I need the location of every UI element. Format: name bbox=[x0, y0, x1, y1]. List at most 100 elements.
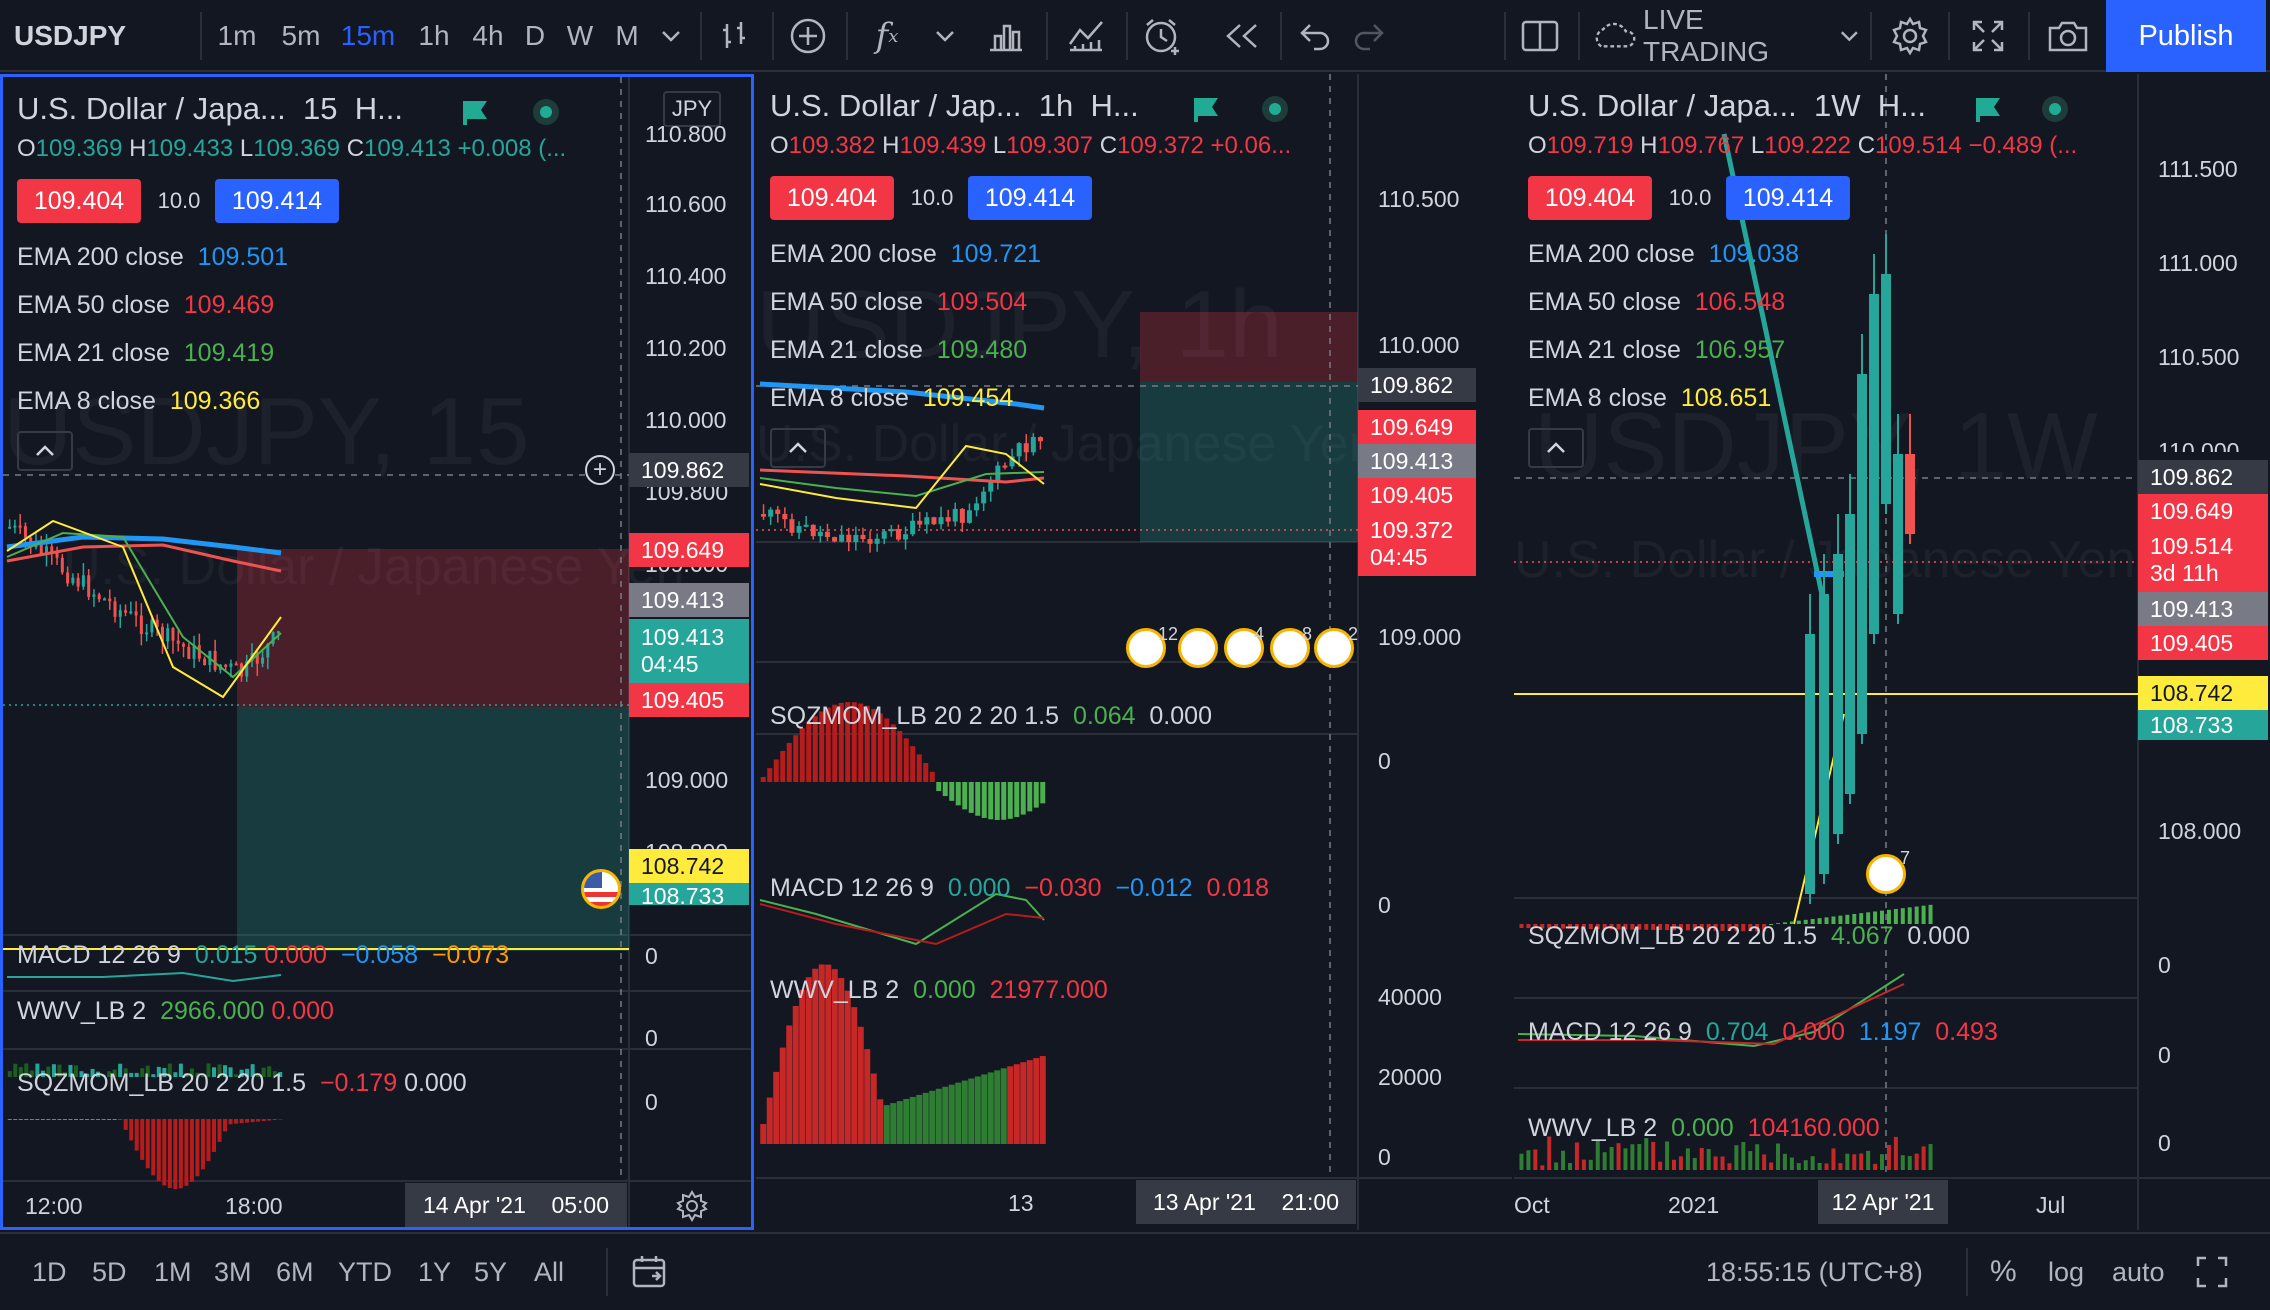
sell-button[interactable]: 109.404 bbox=[1528, 176, 1652, 220]
ema-21-legend[interactable]: EMA 21 close 109.480 bbox=[770, 336, 1028, 364]
flag-icon[interactable] bbox=[1974, 96, 2004, 122]
range-1y[interactable]: 1Y bbox=[418, 1256, 452, 1287]
chart-canvas-1w[interactable] bbox=[1514, 74, 2270, 1230]
range-ytd[interactable]: YTD bbox=[338, 1256, 392, 1287]
alert-clock-icon[interactable] bbox=[1134, 0, 1190, 72]
range-1m[interactable]: 1M bbox=[154, 1256, 192, 1287]
interval-w[interactable]: W bbox=[566, 20, 594, 51]
ema-8-legend[interactable]: EMA 8 close 108.651 bbox=[1528, 384, 1772, 412]
interval-d[interactable]: D bbox=[524, 20, 546, 51]
buy-button[interactable]: 109.414 bbox=[968, 176, 1092, 220]
sell-button[interactable]: 109.404 bbox=[17, 179, 141, 223]
us-flag-event-icon[interactable] bbox=[581, 869, 621, 909]
economic-events-icon[interactable]: 12 4 8 2 bbox=[1126, 624, 1358, 668]
auto-toggle[interactable]: auto bbox=[2112, 1256, 2165, 1287]
interval-1m[interactable]: 1m bbox=[217, 20, 257, 51]
ema-21-legend[interactable]: EMA 21 close 106.957 bbox=[1528, 336, 1786, 364]
wwv-bar bbox=[1741, 1142, 1746, 1170]
chevron-down-icon[interactable] bbox=[930, 0, 960, 72]
wwv-legend[interactable]: WWV_LB 2 2966.000 0.000 bbox=[17, 997, 334, 1025]
currency-label[interactable]: JPY bbox=[663, 91, 721, 127]
percent-toggle[interactable]: % bbox=[1990, 1255, 2017, 1288]
ema-200-legend[interactable]: EMA 200 close 109.501 bbox=[17, 243, 289, 271]
ema-8-legend[interactable]: EMA 8 close 109.454 bbox=[770, 384, 1014, 412]
replay-icon[interactable] bbox=[1214, 0, 1270, 72]
financials-icon[interactable] bbox=[978, 0, 1034, 72]
wwv-bar bbox=[1880, 1154, 1884, 1170]
templates-icon[interactable] bbox=[1058, 0, 1114, 72]
chart-panel-1h[interactable]: USDJPY, 1h U.S. Dollar / Japanese Yen U.… bbox=[756, 74, 1512, 1230]
ema-21-legend[interactable]: EMA 21 close 109.419 bbox=[17, 339, 275, 367]
live-trading-button[interactable]: LIVE TRADING bbox=[1590, 0, 1860, 72]
date-range-calendar-icon[interactable] bbox=[630, 1234, 670, 1310]
buy-button[interactable]: 109.414 bbox=[215, 179, 339, 223]
symbol-search[interactable]: USDJPY bbox=[14, 20, 127, 51]
flag-icon[interactable] bbox=[1192, 96, 1222, 122]
collapse-legend-button[interactable] bbox=[770, 428, 826, 468]
ema-50-legend[interactable]: EMA 50 close 109.504 bbox=[770, 288, 1028, 316]
settings-gear-icon[interactable] bbox=[1882, 0, 1938, 72]
range-5d[interactable]: 5D bbox=[92, 1256, 127, 1287]
ema-200-legend[interactable]: EMA 200 close 109.038 bbox=[1528, 240, 1800, 268]
crosshair-plus-icon[interactable]: + bbox=[585, 455, 615, 485]
buy-button[interactable]: 109.414 bbox=[1726, 176, 1850, 220]
log-toggle[interactable]: log bbox=[2048, 1256, 2085, 1287]
undo-icon[interactable] bbox=[1290, 0, 1340, 72]
range-5y[interactable]: 5Y bbox=[474, 1256, 508, 1287]
flag-icon[interactable] bbox=[461, 99, 491, 125]
collapse-legend-button[interactable] bbox=[17, 431, 73, 471]
interval-1h[interactable]: 1h bbox=[418, 20, 450, 51]
divider bbox=[846, 12, 848, 60]
interval-15m[interactable]: 15m bbox=[340, 20, 396, 51]
macd-legend[interactable]: MACD 12 26 9 0.000 −0.030 −0.012 0.018 bbox=[770, 874, 1270, 902]
us-flag-event-icon[interactable] bbox=[1866, 854, 1906, 894]
fullscreen-icon[interactable] bbox=[1960, 0, 2016, 72]
sqzmom-legend[interactable]: SQZMOM_LB 20 2 20 1.5 −0.179 0.000 bbox=[17, 1069, 467, 1097]
chart-canvas-1h[interactable] bbox=[756, 74, 1512, 1230]
wwv-legend[interactable]: WWV_LB 2 0.000 21977.000 bbox=[770, 976, 1108, 1004]
chart-panel-1w[interactable]: USDJPY, 1W U.S. Dollar / Japanese Yen U.… bbox=[1514, 74, 2270, 1230]
maximize-icon[interactable] bbox=[2194, 1234, 2230, 1310]
interval-m[interactable]: M bbox=[615, 20, 639, 51]
range-3m[interactable]: 3M bbox=[214, 1256, 252, 1287]
sqzmom-legend[interactable]: SQZMOM_LB 20 2 20 1.5 0.064 0.000 bbox=[770, 702, 1212, 730]
sqzmom-bar bbox=[890, 724, 896, 782]
wwv-bar bbox=[140, 1068, 145, 1077]
time-axis-label: Jul bbox=[2036, 1192, 2066, 1218]
macd-legend[interactable]: MACD 12 26 9 0.015 0.000 −0.058 −0.073 bbox=[17, 941, 510, 969]
macd-legend[interactable]: MACD 12 26 9 0.704 0.000 1.197 0.493 bbox=[1528, 1018, 1998, 1046]
sell-button[interactable]: 109.404 bbox=[770, 176, 894, 220]
sqzmom-bar bbox=[884, 718, 890, 782]
range-6m[interactable]: 6M bbox=[276, 1256, 314, 1287]
chart-settings-gear-icon[interactable] bbox=[675, 1189, 709, 1223]
range-all[interactable]: All bbox=[534, 1256, 565, 1287]
publish-button[interactable]: Publish bbox=[2106, 0, 2266, 72]
ema-200-legend[interactable]: EMA 200 close 109.721 bbox=[770, 240, 1042, 268]
wwv-bar bbox=[40, 1070, 45, 1077]
wwv-legend[interactable]: WWV_LB 2 0.000 104160.000 bbox=[1528, 1114, 1880, 1142]
candle-body bbox=[867, 539, 873, 544]
chart-canvas-15m[interactable] bbox=[3, 77, 754, 1230]
ema-50-legend[interactable]: EMA 50 close 109.469 bbox=[17, 291, 275, 319]
snapshot-camera-icon[interactable] bbox=[2040, 0, 2096, 72]
redo-icon[interactable] bbox=[1344, 0, 1394, 72]
interval-4h[interactable]: 4h bbox=[472, 20, 504, 51]
candle-body bbox=[203, 658, 207, 666]
ema-8-legend[interactable]: EMA 8 close 109.366 bbox=[17, 387, 261, 415]
ema-50-legend[interactable]: EMA 50 close 106.548 bbox=[1528, 288, 1786, 316]
candle-body bbox=[124, 610, 128, 613]
range-1d[interactable]: 1D bbox=[32, 1256, 67, 1287]
clock-timezone[interactable]: 18:55:15 (UTC+8) bbox=[1706, 1256, 1923, 1287]
layout-icon[interactable] bbox=[1512, 0, 1568, 72]
sqzmom-legend[interactable]: SQZMOM_LB 20 2 20 1.5 4.067 0.000 bbox=[1528, 922, 1970, 950]
bar-style-icon[interactable] bbox=[710, 0, 760, 72]
watermark-symbol: USDJPY, 15 bbox=[3, 378, 530, 485]
collapse-legend-button[interactable] bbox=[1528, 428, 1584, 468]
add-compare-icon[interactable] bbox=[780, 0, 836, 72]
interval-5m[interactable]: 5m bbox=[281, 20, 321, 51]
wwv-bar bbox=[1033, 1058, 1040, 1144]
chart-panel-15m[interactable]: USDJPY, 15 U.S. Dollar / Japanese Yen U.… bbox=[0, 74, 754, 1230]
chevron-down-icon[interactable] bbox=[656, 0, 686, 72]
wwv-bar bbox=[223, 1065, 228, 1077]
